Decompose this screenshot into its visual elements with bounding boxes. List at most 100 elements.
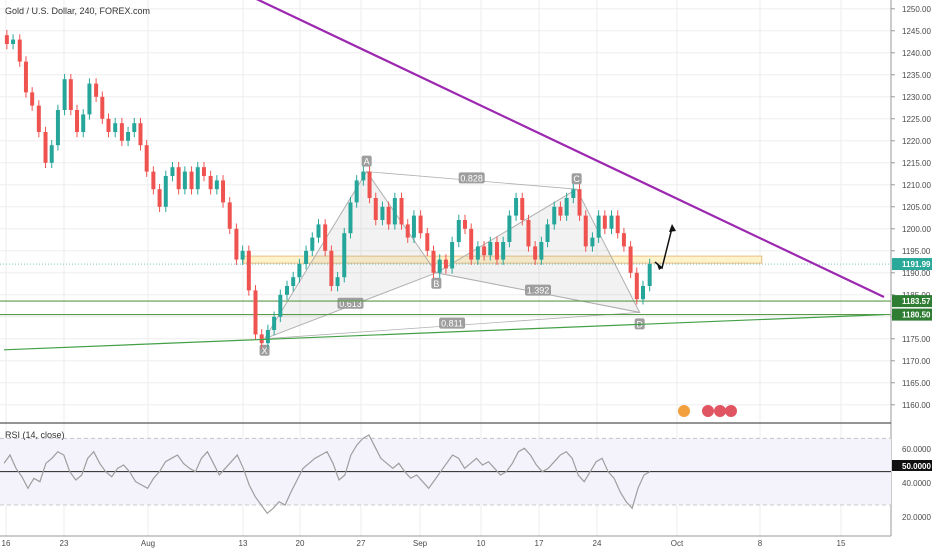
arrowhead-down-icon [657,264,662,270]
time-tick-label: 13 [239,539,248,548]
candle-body [246,250,251,291]
rsi-current-badge [892,460,932,471]
candle-body [386,206,391,225]
candle-body [482,246,487,256]
pattern-label: B [433,279,439,289]
pattern-label-box [525,284,552,296]
candle-body [615,215,620,234]
rsi-tick-20: 20.0000 [902,513,931,522]
candle-body [126,132,131,141]
pattern-label: A [364,157,370,167]
candle-body [583,215,588,247]
pattern-label: 1.392 [527,286,550,296]
candle-body [392,198,397,225]
candle-body [201,167,206,176]
price-tick-label: 1240.00 [902,49,931,58]
candle-body [310,237,315,251]
candle-body [590,237,595,247]
price-badge-label: 1183.57 [902,297,931,306]
price-tick-label: 1160.00 [902,401,931,410]
rsi-tick-50: 50.0000 [902,462,931,471]
candle-body [533,246,538,260]
candle-body [49,145,54,163]
projection-arrows [654,224,676,270]
candle-body [571,189,576,198]
rsi-pane [0,434,891,515]
candle-body [628,246,633,273]
candle-body [278,294,283,317]
price-tick-label: 1250.00 [902,5,931,14]
candle-body [323,224,328,251]
candle-body [602,215,607,229]
candle-body [43,132,48,163]
pattern-label: 0.811 [441,319,463,329]
candle-body [253,290,258,335]
time-tick-label: 15 [837,539,846,548]
candle-body [297,264,302,278]
time-tick-label: 27 [357,539,366,548]
candle-body [316,224,321,238]
event-flag-icon [725,405,737,417]
rsi-line [3,434,651,515]
chart-title[interactable]: Gold / U.S. Dollar, 240, FOREX.com [5,6,150,16]
candle-body [144,145,149,172]
economic-events[interactable] [678,405,737,417]
trendline [255,0,885,298]
candle-body [634,272,639,300]
pattern-label-box [571,173,582,185]
candle-body [380,206,385,220]
candle-body [342,233,347,278]
candle-body [106,118,111,132]
rsi-axis: 60.0000 50.0000 40.0000 20.0000 [892,445,932,522]
candle-body [329,250,334,286]
candle-body [11,39,16,44]
candle-body [176,167,181,190]
candle-body [564,198,569,216]
candle-body [488,242,493,256]
price-tick-label: 1190.00 [902,269,931,278]
candle-body [195,167,200,190]
price-tick-label: 1170.00 [902,357,931,366]
candle-body [55,110,60,146]
time-axis: 16 23 Aug 13 20 27 Sep 10 17 24 Oct 8 15 [2,539,846,548]
price-tick-label: 1230.00 [902,93,931,102]
time-tick-label: 17 [535,539,544,548]
price-tick-label: 1210.00 [902,181,931,190]
candle-body [81,114,86,132]
rsi-tick-40: 40.0000 [902,479,931,488]
pattern-label: 0.613 [339,299,362,309]
candle-body [132,123,137,132]
price-badge [892,295,932,308]
rsi-indicator-label[interactable]: RSI (14, close) [5,430,65,440]
candle-body [411,215,416,238]
event-flag-icon [714,405,726,417]
candle-body [272,316,277,330]
price-tick-label: 1175.00 [902,335,931,344]
candle-body [113,123,118,132]
candle-body [138,123,143,146]
pattern-label-box [431,277,442,289]
candle-body [577,189,582,216]
price-tick-label: 1165.00 [902,379,931,388]
pattern-label-box [361,155,372,167]
price-badge-label: 1180.50 [902,311,931,320]
candle-body [75,110,80,132]
candle-body [596,215,601,238]
price-tick-label: 1235.00 [902,71,931,80]
candle-body [284,286,289,295]
candle-body [501,242,506,260]
candle-body [399,198,404,225]
candle-body [119,123,124,141]
time-tick-label: 20 [296,539,305,548]
time-tick-label: 16 [2,539,11,548]
candle-body [475,246,480,260]
candle-body [30,92,35,106]
candle-body [641,286,646,300]
candle-body [552,206,557,225]
candle-body [437,259,442,273]
price-tick-label: 1220.00 [902,137,931,146]
time-tick-label: Oct [671,539,684,548]
candle-body [373,198,378,220]
candle-body [494,242,499,260]
